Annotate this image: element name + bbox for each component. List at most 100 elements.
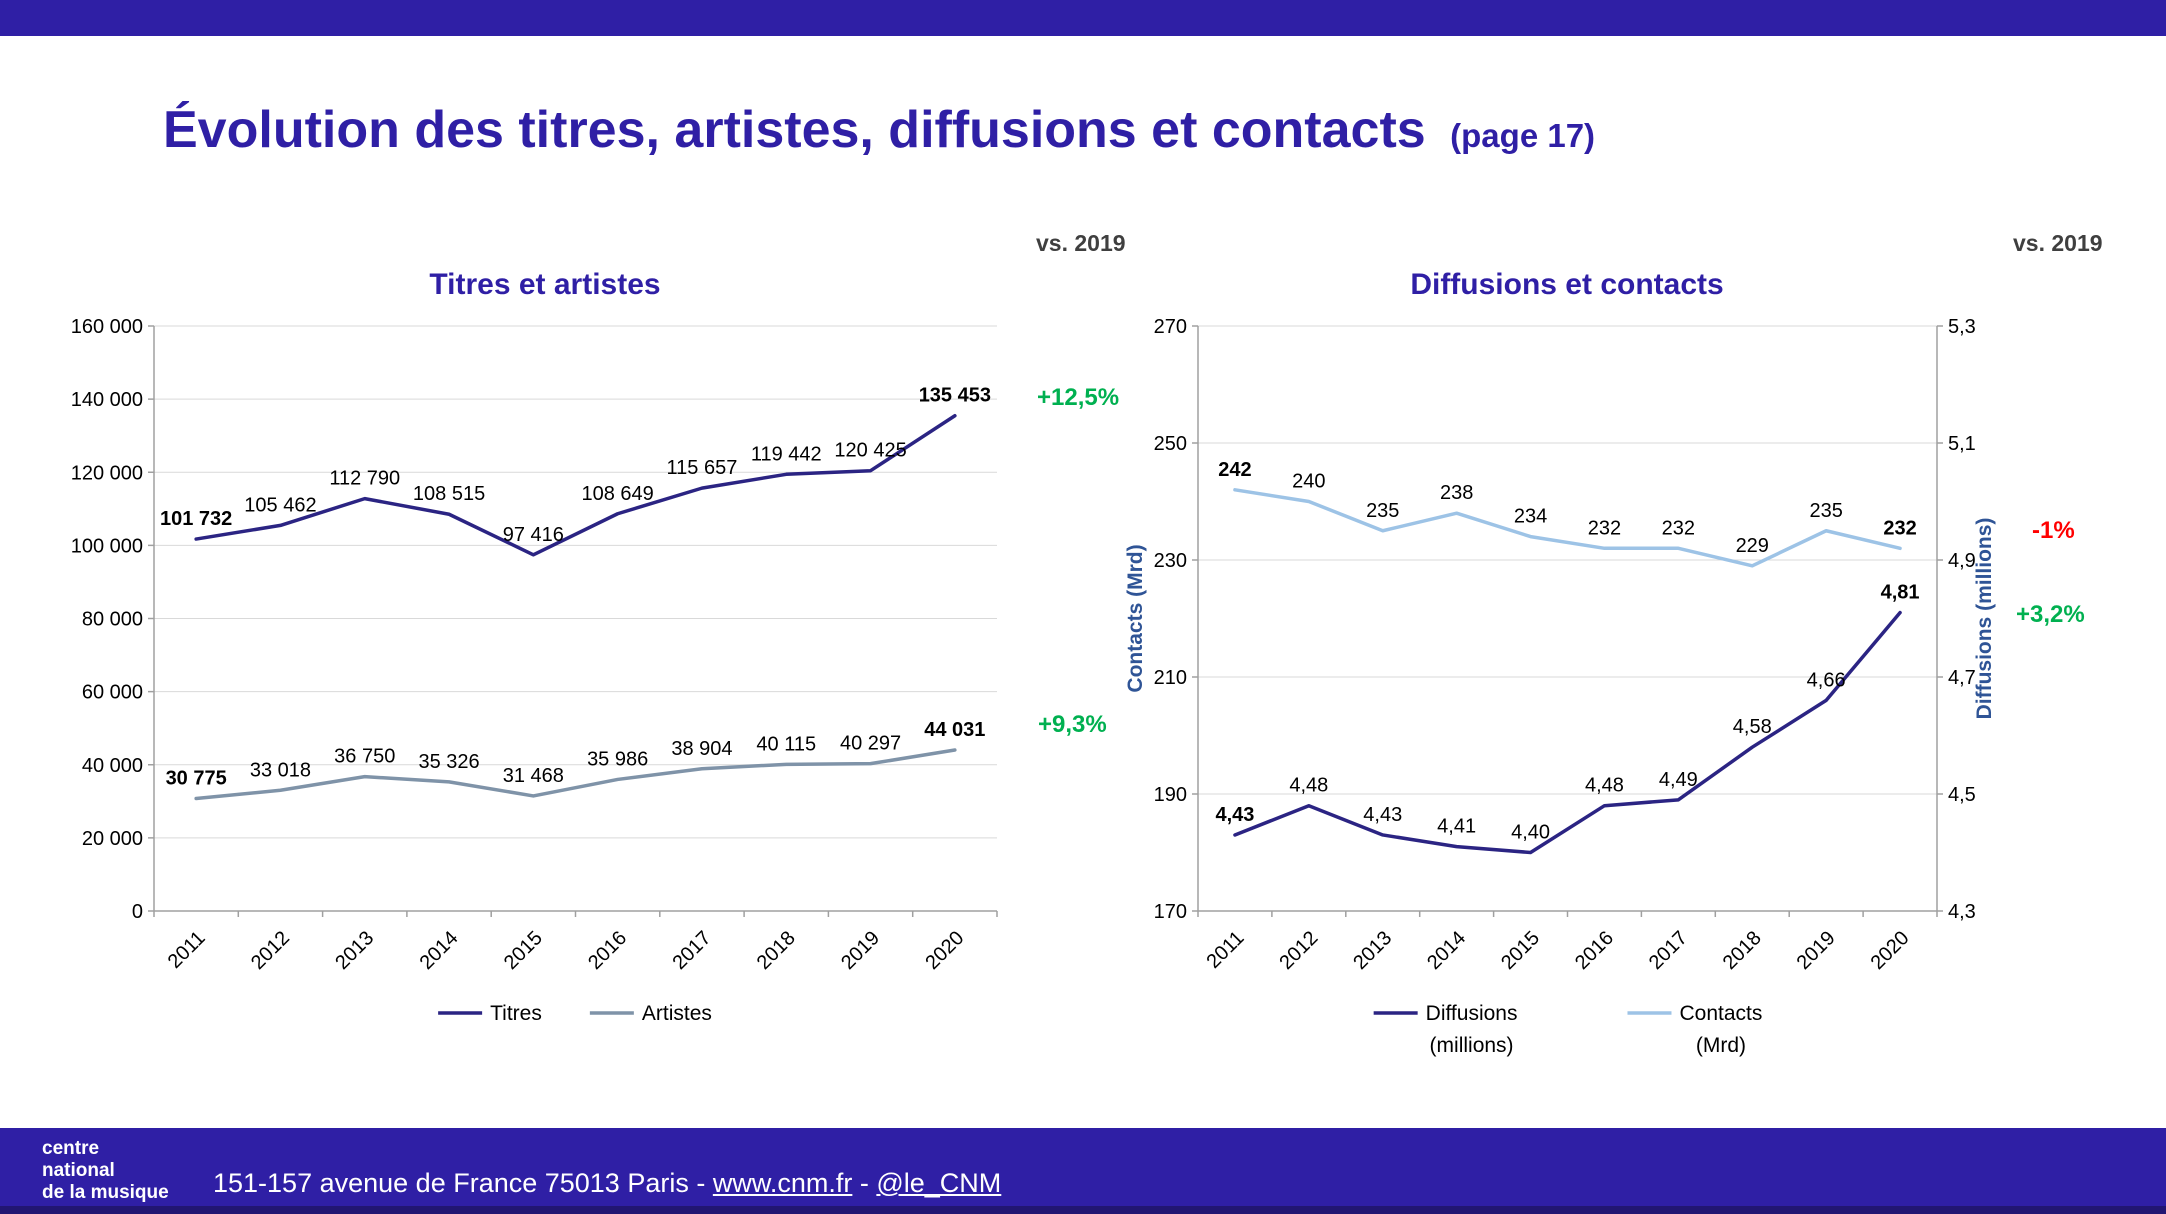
- cnm-twitter-link[interactable]: @le_CNM: [876, 1168, 1002, 1198]
- x-tick-label: 2015: [500, 927, 547, 974]
- legend: Titres Artistes: [438, 1002, 712, 1025]
- data-label: 31 468: [503, 765, 564, 787]
- x-tick-label: 2012: [247, 927, 294, 974]
- legend-label: (Mrd): [1696, 1034, 1746, 1057]
- annotation-artistes-change: +9,3%: [1038, 711, 1107, 738]
- data-label: 120 425: [834, 440, 906, 462]
- annotation-titres-change: +12,5%: [1037, 384, 1120, 411]
- x-tick-label: 2013: [1349, 927, 1396, 974]
- data-label: 4,48: [1289, 775, 1328, 797]
- data-label: 30 775: [166, 767, 227, 789]
- page-title-suffix: (page 17): [1450, 117, 1596, 154]
- chart-titres-artistes: 0 20 000 40 000 60 000 80 000 100 000 120 000 1…: [71, 316, 998, 1025]
- x-tick-label: 2020: [1867, 927, 1914, 974]
- data-label: 4,49: [1659, 769, 1698, 791]
- y-tick-label: 270: [1154, 316, 1187, 338]
- contacts-series-line: [1233, 488, 1902, 568]
- data-label: 35 326: [418, 751, 479, 773]
- top-accent-bar: [0, 0, 2166, 36]
- vs-2019-label-left: vs. 2019: [1036, 230, 1126, 256]
- x-tick-label: 2019: [1793, 927, 1840, 974]
- data-label: 229: [1736, 535, 1769, 557]
- data-label: 4,81: [1881, 582, 1920, 604]
- data-label: 44 031: [924, 719, 985, 741]
- data-label: 4,41: [1437, 816, 1476, 838]
- data-label: 108 649: [582, 483, 654, 505]
- chart-title-titres-artistes: Titres et artistes: [429, 268, 661, 301]
- data-label: 4,43: [1363, 804, 1402, 826]
- legend-label: Titres: [490, 1002, 542, 1025]
- legend: Diffusions (millions) Contacts (Mrd): [1373, 1002, 1762, 1057]
- x-tick-label: 2015: [1497, 927, 1544, 974]
- x-tick-label: 2016: [1571, 927, 1618, 974]
- data-label: 235: [1809, 500, 1842, 522]
- data-label: 101 732: [160, 508, 232, 530]
- annotation-diffusions-change: +3,2%: [2016, 601, 2085, 628]
- x-tick-label: 2013: [331, 927, 378, 974]
- cnm-logo-line: de la musique: [42, 1182, 169, 1203]
- data-label: 4,58: [1733, 716, 1772, 738]
- data-label: 40 297: [840, 733, 901, 755]
- data-label: 4,48: [1585, 775, 1624, 797]
- secondary-y-tick-label: 5,3: [1948, 316, 1976, 338]
- vs-2019-label-right: vs. 2019: [2013, 230, 2103, 256]
- x-tick-label: 2011: [1203, 927, 1249, 973]
- y-tick-label: 80 000: [82, 609, 143, 631]
- y-tick-label: 250: [1154, 433, 1187, 455]
- data-label: 135 453: [919, 385, 991, 407]
- y-tick-label: 230: [1154, 550, 1187, 572]
- cnm-logo: centre national de la musique: [42, 1138, 169, 1204]
- data-label: 240: [1292, 471, 1325, 493]
- footer-address-text: 151-157 avenue de France 75013 Paris -: [213, 1168, 713, 1198]
- page-title-text: Évolution des titres, artistes, diffusio…: [163, 101, 1426, 159]
- y-tick-label: 160 000: [71, 316, 143, 338]
- data-label: 4,43: [1215, 804, 1254, 826]
- y-tick-label: 120 000: [71, 462, 143, 484]
- x-tick-label: 2014: [416, 927, 463, 974]
- data-label: 97 416: [503, 524, 564, 546]
- artistes-series-line: [194, 748, 957, 801]
- data-label: 108 515: [413, 483, 485, 505]
- secondary-axis-title: Diffusions (millions): [1973, 518, 1996, 720]
- secondary-y-tick-label: 4,5: [1948, 784, 1976, 806]
- x-tick-label: 2014: [1423, 927, 1470, 974]
- x-tick-label: 2020: [921, 927, 968, 974]
- data-label: 112 790: [329, 468, 400, 490]
- legend-label: (millions): [1430, 1034, 1514, 1057]
- x-tick-label: 2019: [837, 927, 884, 974]
- data-label: 234: [1514, 506, 1547, 528]
- data-label: 38 904: [671, 738, 732, 760]
- data-label: 119 442: [751, 443, 822, 465]
- y-tick-label: 40 000: [82, 755, 143, 777]
- cnm-website-link[interactable]: www.cnm.fr: [712, 1168, 853, 1198]
- x-tick-label: 2011: [164, 927, 210, 973]
- y-tick-label: 140 000: [71, 389, 143, 411]
- x-tick-label: 2017: [668, 927, 715, 974]
- y-tick-label: 190: [1154, 784, 1187, 806]
- x-tick-label: 2018: [1719, 927, 1766, 974]
- cnm-logo-line: national: [42, 1160, 115, 1181]
- secondary-y-tick-label: 4,9: [1948, 550, 1976, 572]
- secondary-y-tick-label: 5,1: [1948, 433, 1976, 455]
- cnm-logo-line: centre: [42, 1138, 100, 1159]
- legend-label: Contacts: [1679, 1002, 1762, 1025]
- footer-address-separator: -: [852, 1168, 877, 1198]
- data-label: 232: [1662, 517, 1695, 539]
- footer-bottom-edge: [0, 1206, 2166, 1214]
- annotation-contacts-change: -1%: [2032, 517, 2075, 544]
- x-tick-label: 2018: [753, 927, 800, 974]
- titres-series-line: [194, 413, 957, 557]
- y-tick-label: 100 000: [71, 535, 143, 557]
- data-label: 242: [1218, 459, 1251, 481]
- data-label: 4,66: [1807, 669, 1846, 691]
- x-tick-label: 2016: [584, 927, 631, 974]
- data-label: 235: [1366, 500, 1399, 522]
- secondary-y-tick-label: 4,7: [1948, 667, 1976, 689]
- data-label: 40 115: [756, 733, 816, 755]
- y-tick-label: 60 000: [82, 682, 143, 704]
- data-label: 35 986: [587, 748, 648, 770]
- footer: centre national de la musique 151-157 av…: [0, 1128, 2166, 1214]
- data-label: 238: [1440, 482, 1473, 504]
- footer-address: 151-157 avenue de France 75013 Paris - w…: [213, 1168, 1001, 1199]
- primary-axis-title: Contacts (Mrd): [1124, 544, 1147, 692]
